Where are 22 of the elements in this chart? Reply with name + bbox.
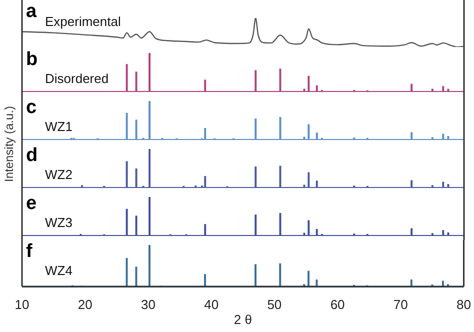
x-tick-label: 40 <box>204 296 219 312</box>
x-tick-label: 30 <box>140 296 156 312</box>
x-tick-label: 10 <box>14 296 30 312</box>
chart-title: f <box>26 241 32 262</box>
chart-title: b <box>26 49 38 70</box>
series-label: Experimental <box>45 14 121 29</box>
chart-title: a <box>26 1 37 22</box>
chart-title: e <box>26 193 37 214</box>
series-label: Disordered <box>45 71 109 86</box>
x-tick-label: 20 <box>78 296 92 312</box>
x-tick-label: 50 <box>267 296 282 312</box>
series-label: WZ4 <box>45 263 72 278</box>
series-label: WZ1 <box>45 119 72 134</box>
x-axis-title: 2 θ <box>234 312 252 327</box>
x-tick-label: 70 <box>393 296 408 312</box>
x-tick-label: 80 <box>456 296 472 312</box>
series-label: WZ2 <box>45 167 72 182</box>
x-tick-label: 60 <box>330 296 345 312</box>
y-axis-title: Intensity (a.u.) <box>2 106 16 182</box>
series-label: WZ3 <box>45 215 72 230</box>
chart-title: d <box>26 145 38 166</box>
chart-title: c <box>26 97 37 118</box>
